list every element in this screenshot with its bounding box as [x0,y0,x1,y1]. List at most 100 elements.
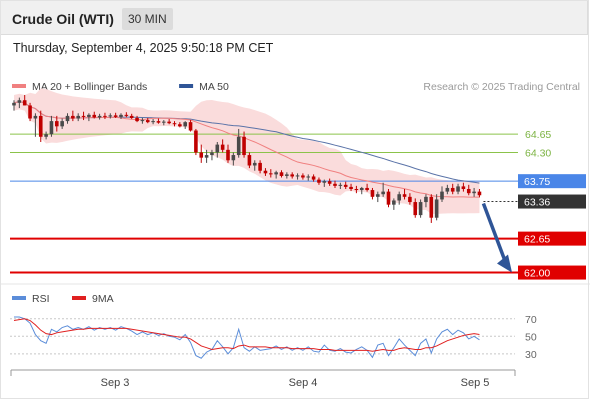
candle-body [220,144,225,150]
candle-body [194,130,198,153]
legend-label-0: MA 20 + Bollinger Bands [32,81,147,93]
timeframe-button[interactable]: 30 MIN [122,8,173,30]
candle-body [263,170,268,174]
candle-body [269,173,273,175]
bollinger-band [14,88,480,214]
candle-body [306,176,311,178]
candle-body [274,172,278,175]
legend-label-1: MA 50 [199,81,229,93]
x-tick-label-2: Sep 5 [461,377,490,389]
candle-body [252,162,257,166]
level-tag-62.65 [518,231,586,246]
candle-body [172,123,177,125]
candle-body [333,183,337,186]
level-label-63.75: 63.75 [524,176,550,188]
candle-body [408,196,412,203]
rsi-legend-swatch-0 [12,296,26,300]
candle-body [402,194,407,197]
rsi-ma-line [13,318,480,352]
candle-body [247,155,252,166]
candle-body [418,202,423,216]
candle-body [188,122,193,131]
candle-body [354,189,359,191]
rsi-level-label-50: 50 [525,331,537,343]
candle-body [279,172,284,176]
legend-swatch-1 [179,84,194,88]
current-price-label: 63.36 [524,197,550,209]
candle-body [434,199,439,218]
candle-body [145,120,150,123]
candle-body [461,186,466,189]
level-tag-63.75 [518,174,586,189]
candle-body [71,115,75,119]
candle-body [215,144,220,153]
candle-body [103,115,107,117]
level-label-62.65: 62.65 [524,234,550,246]
candle-body [22,100,27,106]
candle-body [167,121,171,124]
forecast-arrow-head [497,254,512,273]
candle-body [236,136,241,156]
level-label-64.30: 64.30 [525,147,551,159]
candle-body [38,115,43,137]
candle-body [472,191,476,194]
candle-body [370,190,375,197]
candle-body [55,121,59,127]
candle-body [12,102,16,106]
rsi-legend-swatch-1 [72,296,86,300]
candle-body [44,134,48,137]
candle-body [365,187,369,191]
candle-body [392,200,396,205]
candle-body [119,114,123,117]
candle-body [17,100,22,103]
candle-body [322,181,327,183]
candle-body [49,121,54,135]
candle-body [231,155,236,161]
rsi-level-label-30: 30 [525,349,537,361]
chart-datetime: Thursday, September 4, 2025 9:50:18 PM C… [13,41,274,55]
candle-body [285,174,289,176]
candle-body [151,121,155,123]
instrument-title: Crude Oil (WTI) [12,11,114,27]
candle-body [301,175,305,178]
candle-body [226,149,230,161]
candle-body [92,114,97,118]
candle-body [327,181,332,184]
candle-body [258,162,262,171]
candle-body [60,121,64,127]
level-label-64.65: 64.65 [525,129,551,141]
candle-body [33,115,38,119]
candle-body [113,115,118,117]
candle-body [343,184,348,187]
candle-body [242,136,246,156]
candle-body [87,114,91,117]
candle-body [65,115,70,122]
candle-body [466,189,471,194]
candle-body [295,175,300,177]
candle-body [97,115,102,118]
x-tick-label-0: Sep 3 [101,377,130,389]
level-tag-62.00 [518,265,586,280]
candle-body [183,122,187,127]
candle-body [210,152,214,156]
candle-body [28,105,32,119]
candle-body [178,124,182,127]
candle-body [349,186,353,189]
x-tick-label-1: Sep 4 [289,377,318,389]
candle-body [381,191,385,195]
candle-body [140,120,145,122]
forecast-arrow-shaft [481,202,508,265]
rsi-legend-label-1: 9MA [92,293,114,305]
candle-body [397,194,401,201]
candle-body [108,115,113,117]
copyright-text: Research © 2025 Trading Central [423,81,580,93]
chart-header: Crude Oil (WTI) 30 MIN [0,0,588,35]
candle-body [124,114,129,116]
ma20-line [13,101,480,198]
candle-body [450,187,455,192]
rsi-level-label-70: 70 [525,314,537,326]
candle-body [386,191,391,205]
candle-body [199,152,204,158]
candle-body [290,174,294,177]
candle-body [135,117,139,122]
